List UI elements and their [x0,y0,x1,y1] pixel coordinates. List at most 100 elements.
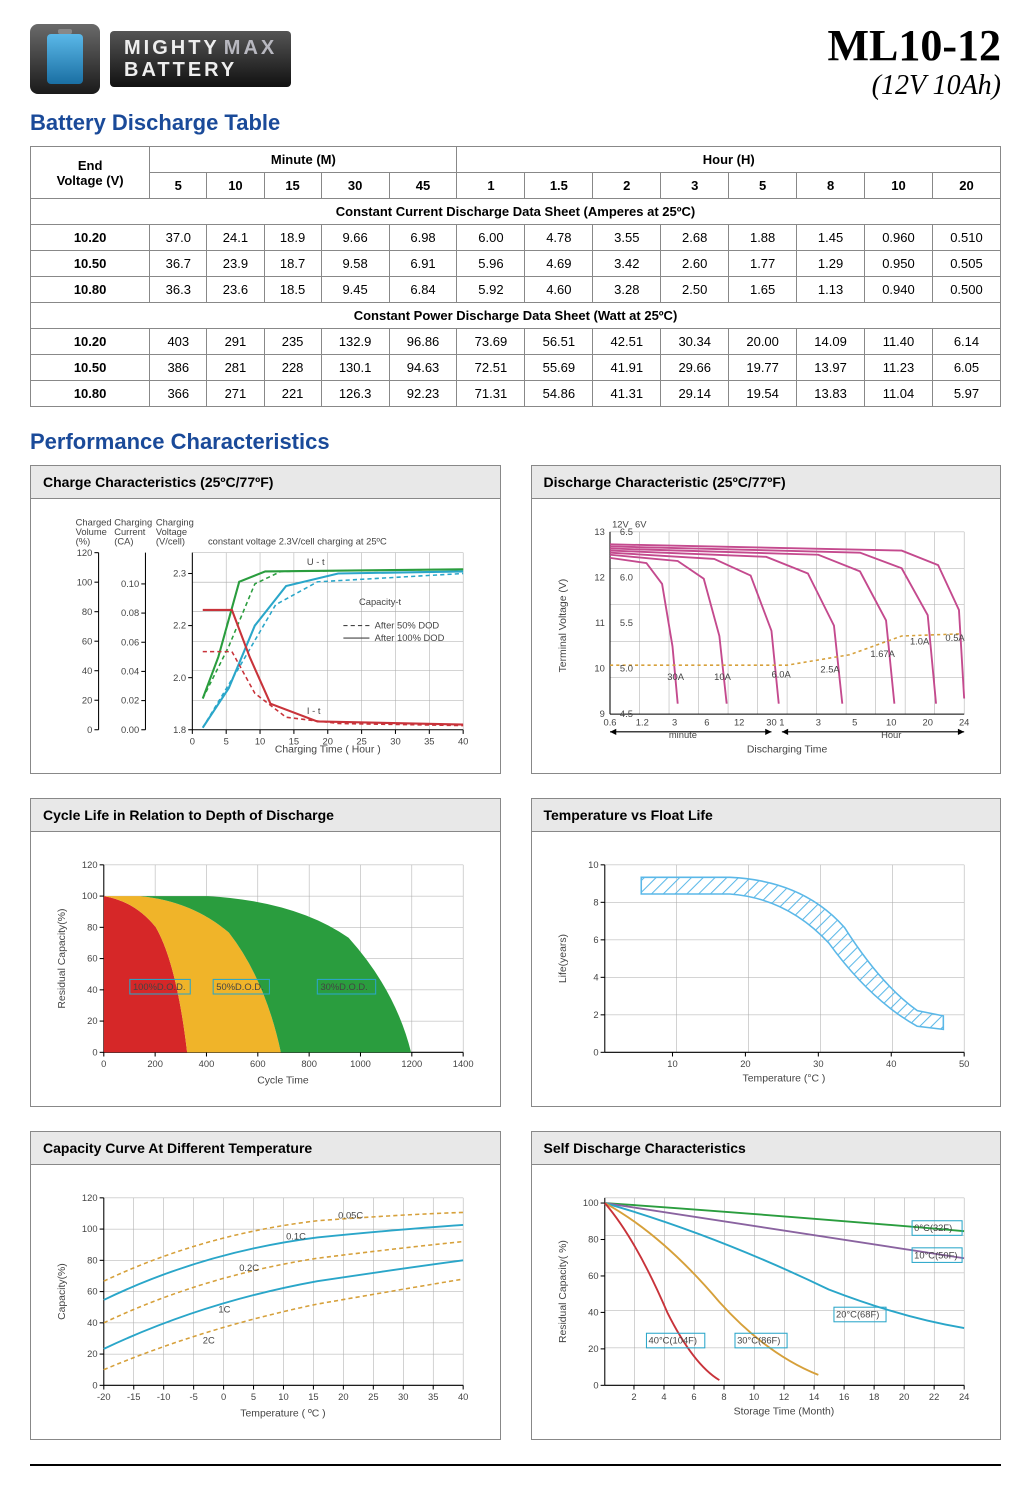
table-row: 10.80366271221126.392.2371.3154.8641.312… [31,381,1001,407]
svg-text:800: 800 [301,1059,317,1069]
svg-text:5: 5 [251,1392,256,1402]
svg-text:Temperature (°C ): Temperature (°C ) [742,1074,825,1085]
charts-grid: Charge Characteristics (25ºC/77ºF) Charg… [30,465,1001,1440]
time-col: 1 [457,173,525,199]
svg-text:Capacity(%): Capacity(%) [57,1264,68,1321]
svg-text:2.0: 2.0 [173,673,186,683]
svg-text:11: 11 [595,618,605,628]
svg-text:60: 60 [87,1287,97,1297]
svg-text:1.67A: 1.67A [870,649,895,659]
svg-text:After 50% DOD: After 50% DOD [375,621,440,631]
svg-text:1.0A: 1.0A [910,637,930,647]
svg-text:25: 25 [368,1392,378,1402]
svg-text:Temperature ( ºC ): Temperature ( ºC ) [240,1409,325,1420]
svg-text:Residual Capacity(%): Residual Capacity(%) [57,909,68,1009]
perf-title: Performance Characteristics [30,429,1001,455]
svg-text:60: 60 [82,637,92,647]
svg-text:40: 40 [87,1318,97,1328]
svg-text:(%): (%) [76,537,91,547]
svg-text:0.06: 0.06 [121,638,139,648]
brand-logo: MIGHTYMAX BATTERY [30,24,291,94]
time-col: 2 [593,173,661,199]
svg-text:constant voltage 2.3V/cell cha: constant voltage 2.3V/cell charging at 2… [208,537,387,547]
svg-text:0: 0 [593,1381,598,1391]
svg-text:0.05C: 0.05C [338,1211,363,1221]
svg-text:12: 12 [594,573,604,583]
svg-text:10A: 10A [714,672,731,682]
svg-text:40: 40 [82,666,92,676]
svg-text:0.1C: 0.1C [286,1232,306,1242]
svg-text:35: 35 [424,737,434,747]
svg-text:6: 6 [593,935,598,945]
chart-discharge: Discharge Characteristic (25ºC/77ºF) 12V… [531,465,1002,774]
svg-text:-5: -5 [189,1392,197,1402]
chart-selfdischarge-title: Self Discharge Characteristics [532,1132,1001,1165]
time-col: 3 [661,173,729,199]
svg-text:Life(years): Life(years) [558,934,569,983]
svg-text:-15: -15 [127,1392,141,1402]
svg-text:10: 10 [255,737,265,747]
svg-text:24: 24 [958,718,968,728]
time-col: 30 [321,173,389,199]
col-group-minute: Minute (M) [150,147,457,173]
svg-text:2.2: 2.2 [173,621,186,631]
svg-text:4: 4 [661,1392,666,1402]
svg-text:0.10: 0.10 [121,579,139,589]
discharge-table: End Voltage (V) Minute (M) Hour (H) 5101… [30,146,1001,407]
svg-text:600: 600 [250,1059,266,1069]
chart-capacity: Capacity Curve At Different Temperature … [30,1131,501,1440]
chart-charge-title: Charge Characteristics (25ºC/77ºF) [31,466,500,499]
svg-text:0: 0 [92,1381,97,1391]
svg-text:0.04: 0.04 [121,667,139,677]
svg-text:5: 5 [224,737,229,747]
svg-text:16: 16 [838,1392,848,1402]
svg-text:10: 10 [886,718,896,728]
svg-text:2.3: 2.3 [173,569,186,579]
svg-text:20: 20 [922,718,932,728]
svg-text:0.6: 0.6 [603,718,616,728]
svg-text:20: 20 [87,1017,97,1027]
svg-text:0: 0 [593,1048,598,1058]
svg-text:30°C(86F): 30°C(86F) [737,1336,780,1346]
product-model: ML10-12 [827,24,1001,68]
svg-text:30: 30 [398,1392,408,1402]
brand-text: MIGHTYMAX BATTERY [110,31,291,87]
svg-text:40: 40 [886,1059,896,1069]
svg-text:40: 40 [458,737,468,747]
svg-text:Residual Capacity( %): Residual Capacity( %) [558,1240,569,1343]
chart-cycle-title: Cycle Life in Relation to Depth of Disch… [31,799,500,832]
svg-text:1C: 1C [218,1305,230,1315]
svg-text:12: 12 [733,718,743,728]
svg-text:100: 100 [582,1199,598,1209]
svg-text:50%D.O.D.: 50%D.O.D. [216,982,263,992]
col-group-hour: Hour (H) [457,147,1001,173]
svg-text:0: 0 [190,737,195,747]
svg-text:40: 40 [588,1308,598,1318]
svg-text:(V/cell): (V/cell) [156,537,185,547]
svg-text:0°C(32F): 0°C(32F) [914,1224,952,1234]
svg-text:40: 40 [87,985,97,995]
svg-text:(CA): (CA) [114,537,133,547]
svg-text:2: 2 [593,1010,598,1020]
time-col: 10 [207,173,264,199]
svg-text:60: 60 [87,954,97,964]
svg-text:6.0: 6.0 [619,573,632,583]
svg-text:4: 4 [593,973,598,983]
svg-text:-20: -20 [97,1392,111,1402]
svg-text:80: 80 [87,1256,97,1266]
svg-text:1: 1 [779,718,784,728]
svg-text:5: 5 [852,718,857,728]
svg-text:0.00: 0.00 [121,725,139,735]
svg-text:12: 12 [778,1392,788,1402]
svg-text:Discharging Time: Discharging Time [746,745,827,756]
svg-text:I - t: I - t [307,707,321,717]
svg-text:10°C(50F): 10°C(50F) [914,1251,957,1261]
svg-text:5.5: 5.5 [619,618,632,628]
svg-text:0: 0 [87,725,92,735]
svg-text:60: 60 [588,1271,598,1281]
svg-text:20: 20 [87,1350,97,1360]
svg-text:6V: 6V [635,520,647,530]
table-row: 10.50386281228130.194.6372.5155.6941.912… [31,355,1001,381]
svg-text:1200: 1200 [401,1059,422,1069]
svg-text:2: 2 [631,1392,636,1402]
